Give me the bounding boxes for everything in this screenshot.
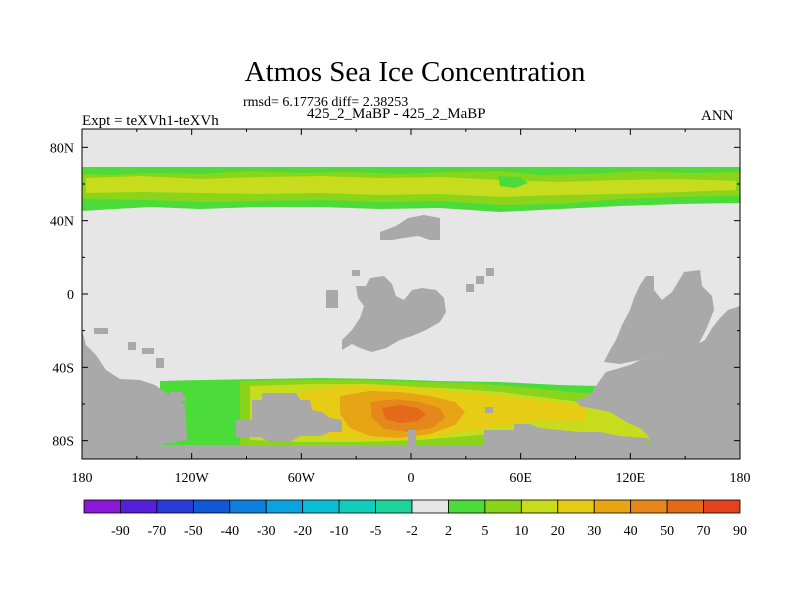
- land-south-strip: [82, 445, 740, 459]
- land-south-east: [484, 424, 648, 445]
- colorbar-label: 90: [733, 524, 747, 539]
- colorbar-swatch: [83, 499, 121, 514]
- colorbar-swatch: [557, 499, 595, 514]
- colorbar-label: 20: [551, 524, 565, 539]
- colorbar-swatch: [520, 499, 559, 514]
- north-band-edge-north: [82, 167, 740, 175]
- land-antarctic-peninsula: [170, 392, 186, 403]
- stats-label: rmsd= 6.17736 diff= 2.38253: [243, 95, 409, 110]
- colorbar-swatch: [411, 499, 449, 514]
- colorbar-label: -5: [370, 524, 382, 539]
- colorbar-label: 40: [624, 524, 638, 539]
- season-label: ANN: [701, 108, 734, 124]
- northern-ice-band: [82, 167, 740, 212]
- north-band-core: [86, 176, 736, 197]
- map-field: [82, 129, 740, 459]
- colorbar-label: -40: [220, 524, 239, 539]
- colorbar-swatch: [265, 499, 304, 514]
- colorbar-swatch: [448, 499, 486, 514]
- land-africa: [342, 276, 446, 352]
- land-central-south-a: [236, 393, 342, 442]
- experiment-label: Expt = teXVh1-teXVh: [82, 113, 219, 129]
- colorbar-label: 50: [660, 524, 674, 539]
- comparison-label: 425_2_MaBP - 425_2_MaBP: [307, 106, 486, 122]
- colorbar-label: -50: [184, 524, 203, 539]
- y-tick-label: 80N: [50, 141, 74, 156]
- y-tick-label: 80S: [52, 435, 74, 450]
- land-small-block: [485, 407, 493, 413]
- colorbar-label: 30: [587, 524, 601, 539]
- colorbar-swatch: [338, 499, 376, 514]
- colorbar-swatch: [120, 499, 158, 514]
- colorbar-label: -20: [293, 524, 312, 539]
- land-west-islands: [94, 328, 164, 368]
- axes: 180 120W 60W 0 60E 120E 180 80N 40N 0 40S 80S: [50, 129, 751, 486]
- colorbar-label: 70: [697, 524, 711, 539]
- colorbar-swatch: [630, 499, 668, 514]
- colorbar-label: 10: [514, 524, 528, 539]
- y-tick-label: 40N: [50, 215, 74, 230]
- colorbar-swatch: [593, 499, 632, 514]
- land-small-west: [326, 290, 338, 308]
- colorbar-label: -90: [111, 524, 130, 539]
- colorbar-swatch: [666, 499, 704, 514]
- colorbar-swatch: [375, 499, 413, 514]
- colorbar-label: -10: [330, 524, 349, 539]
- land-south-america: [82, 330, 187, 459]
- land-australia-antarctic: [575, 306, 740, 445]
- x-tick-label: 120W: [175, 471, 210, 486]
- southern-ice-band: [160, 378, 650, 445]
- land-south-center: [408, 430, 416, 445]
- y-tick-label: 0: [67, 288, 74, 303]
- x-tick-label: 0: [408, 471, 415, 486]
- colorbar-swatch: [229, 499, 267, 514]
- colorbar-label: -2: [406, 524, 418, 539]
- chart-title: Atmos Sea Ice Concentration: [244, 56, 586, 88]
- land-mask: [82, 215, 740, 459]
- land-east-islands: [620, 340, 636, 358]
- colorbar-swatch: [302, 499, 340, 514]
- colorbar-label: -30: [257, 524, 276, 539]
- colorbar-label: -70: [148, 524, 167, 539]
- colorbar-swatch: [192, 499, 231, 514]
- colorbar-swatch: [484, 499, 522, 514]
- north-band-patch: [498, 176, 528, 188]
- colorbar-label: 5: [481, 524, 488, 539]
- colorbar-swatch: [703, 499, 741, 514]
- colorbar-label: 2: [445, 524, 452, 539]
- y-tick-label: 40S: [52, 361, 74, 376]
- colorbar: -90 -70 -50 -40 -30 -20 -10 -5 -2 2 5 10 20 30 40 50 70 9…: [83, 499, 747, 539]
- x-tick-label: 60E: [509, 471, 532, 486]
- land-north-block: [380, 215, 440, 240]
- south-band-max: [382, 405, 426, 423]
- north-band-edge-south: [82, 196, 740, 212]
- colorbar-swatch: [156, 499, 194, 514]
- x-tick-label: 60W: [288, 471, 316, 486]
- x-tick-label: 120E: [616, 471, 646, 486]
- x-tick-label: 180: [72, 471, 93, 486]
- x-tick-label: 180: [730, 471, 751, 486]
